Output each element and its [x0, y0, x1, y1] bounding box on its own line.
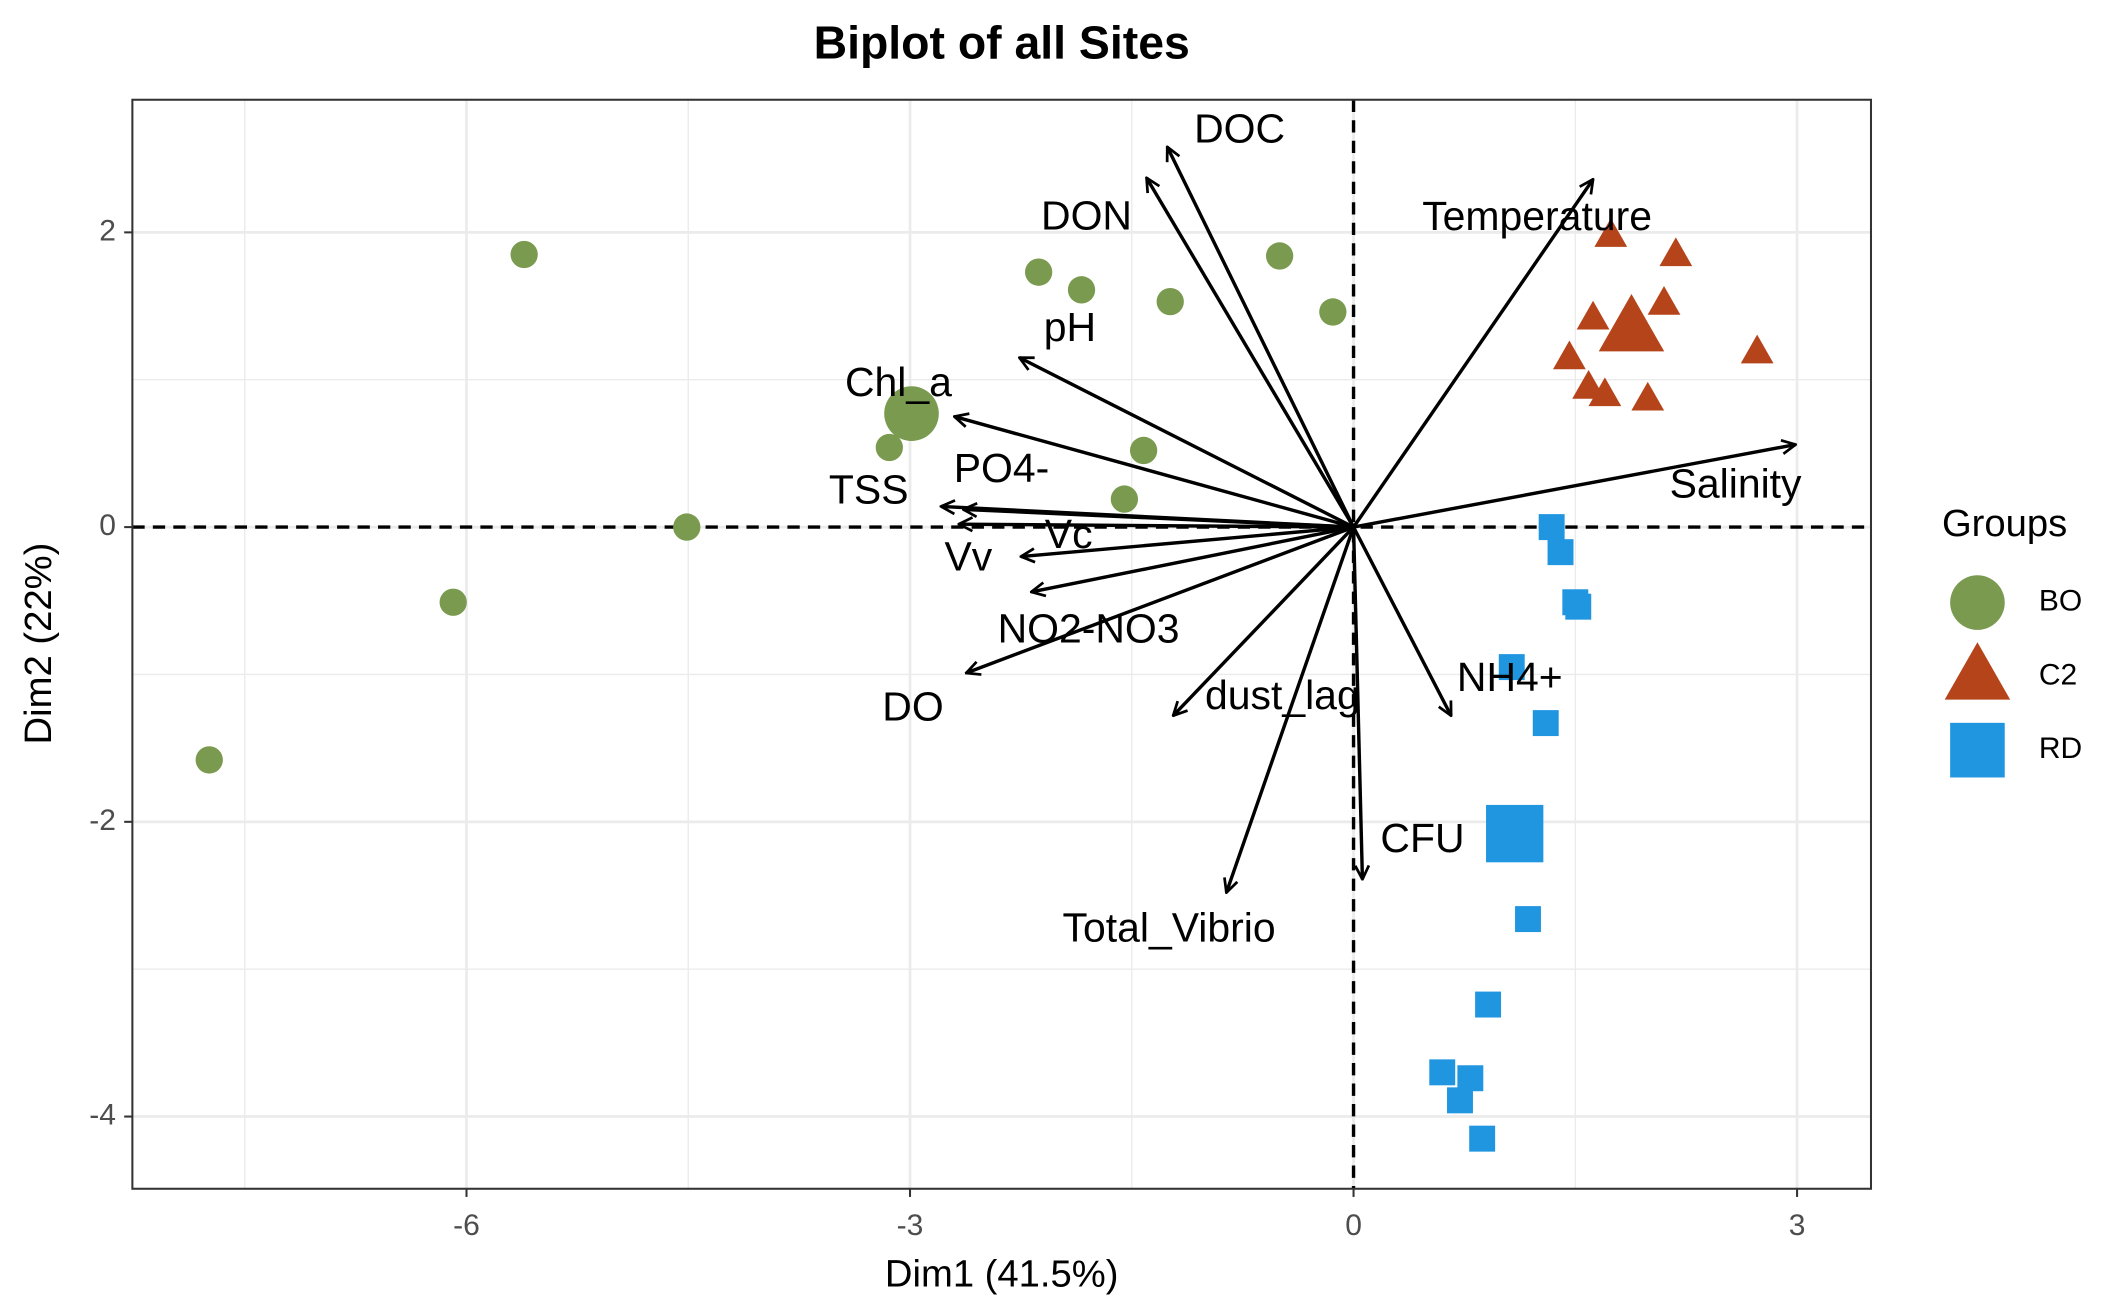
point	[1740, 334, 1774, 364]
legend-label: BO	[2039, 585, 2082, 618]
variable-label: DON	[1041, 193, 1132, 239]
point	[439, 588, 467, 616]
legend-key	[1950, 575, 2005, 630]
variable-label: Temperature	[1422, 193, 1652, 239]
point	[1156, 287, 1184, 316]
variable-label: CFU	[1380, 815, 1464, 861]
legend-label: C2	[2039, 658, 2077, 691]
loading-arrow	[1352, 179, 1594, 529]
point	[1588, 377, 1622, 407]
variable-label: DOC	[1194, 106, 1285, 152]
group-centroid	[884, 386, 939, 441]
loading-arrow	[966, 525, 1355, 673]
variable-label: TSS	[829, 467, 909, 513]
loading-arrow	[1173, 525, 1355, 716]
loading-arrow	[1351, 527, 1363, 879]
variable-label: pH	[1044, 304, 1096, 350]
point	[1647, 286, 1681, 315]
variable-label: Salinity	[1670, 461, 1802, 507]
loading-arrow	[1021, 525, 1354, 556]
variable-label: NH4+	[1457, 654, 1563, 700]
point	[1024, 258, 1053, 286]
variable-label: Vc	[1045, 511, 1093, 557]
point	[1631, 381, 1665, 411]
point	[875, 433, 903, 462]
variable-label: Vv	[944, 533, 992, 579]
point	[1067, 276, 1096, 304]
x-axis-title: Dim1 (41.5%)	[885, 1252, 1118, 1295]
point	[1576, 300, 1610, 330]
group-centroid	[1598, 293, 1665, 352]
point	[673, 513, 701, 541]
x-tick-label: 3	[1789, 1209, 1806, 1242]
legend-key	[1950, 722, 2005, 778]
point	[195, 746, 223, 774]
loading-arrow	[959, 524, 1354, 527]
point	[1265, 242, 1294, 270]
legend-title: Groups	[1942, 502, 2067, 545]
point	[1319, 298, 1347, 326]
point	[1565, 593, 1592, 620]
point	[1538, 514, 1565, 541]
point	[1429, 1059, 1456, 1086]
legend-key	[1944, 642, 2011, 700]
loading-arrow	[954, 417, 1355, 529]
loading-arrow	[1147, 178, 1356, 528]
loading-arrow	[1019, 356, 1355, 529]
point	[1475, 991, 1502, 1018]
plot-border	[131, 98, 1873, 1190]
point	[1594, 218, 1628, 247]
point	[1547, 539, 1574, 566]
y-tick-label: 2	[99, 214, 116, 247]
variable-label: DO	[882, 684, 943, 730]
x-tick-label: -3	[897, 1209, 924, 1242]
loading-arrow	[1353, 445, 1796, 529]
point	[1110, 485, 1139, 513]
x-tick-label: 0	[1345, 1209, 1362, 1242]
loading-arrow	[1352, 526, 1453, 716]
variable-label: PO4-	[954, 445, 1050, 491]
loading-arrow	[1226, 526, 1356, 892]
y-axis-title: Dim2 (22%)	[17, 543, 60, 745]
point	[1469, 1125, 1496, 1152]
point	[1457, 1065, 1484, 1092]
point	[1129, 436, 1158, 465]
point	[1659, 237, 1693, 267]
loading-arrow	[1165, 147, 1356, 528]
y-tick-label: -4	[89, 1098, 116, 1131]
point	[1515, 906, 1541, 933]
loading-arrow	[1031, 525, 1354, 592]
point	[510, 240, 538, 269]
group-centroid	[1486, 804, 1544, 863]
variable-label: Total_Vibrio	[1063, 905, 1276, 951]
point	[1553, 340, 1586, 370]
chart-title: Biplot of all Sites	[814, 17, 1190, 69]
point	[1447, 1087, 1473, 1114]
variable-label: Chl_a	[845, 359, 952, 405]
x-tick-label: -6	[453, 1209, 480, 1242]
variable-label: dust_lag	[1205, 672, 1360, 718]
y-tick-label: 0	[99, 509, 116, 542]
point	[1532, 710, 1559, 737]
y-tick-label: -2	[89, 804, 116, 837]
point	[1498, 654, 1525, 681]
legend-label: RD	[2039, 732, 2082, 765]
loading-arrow	[941, 506, 1354, 529]
